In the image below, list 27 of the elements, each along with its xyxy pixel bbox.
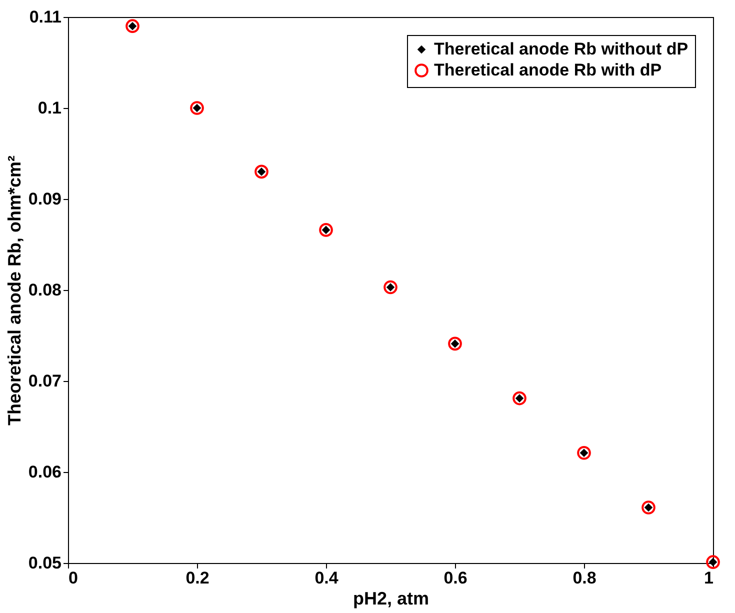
point — [642, 500, 656, 514]
point — [319, 223, 333, 237]
x-tick-label: 1 — [704, 568, 714, 588]
point — [512, 391, 526, 406]
x-tick-label: 0 — [68, 568, 78, 588]
x-axis-title: pH2, atm — [352, 588, 430, 608]
point — [190, 101, 204, 115]
point — [254, 164, 268, 179]
legend-label: Theretical anode Rb without dP — [434, 40, 688, 58]
y-tick-label: 0.06 — [28, 462, 62, 482]
point — [384, 280, 398, 294]
y-tick-label: 0.09 — [28, 190, 62, 208]
y-tick-label: 0.11 — [29, 8, 62, 26]
x-tick-label: 0.2 — [186, 568, 210, 588]
y-tick-label: 0.08 — [28, 280, 62, 300]
y-tick-label: 0.1 — [38, 98, 62, 118]
y-tick-label: 0.05 — [28, 554, 62, 572]
y-tick-label: 0.07 — [28, 372, 62, 390]
point — [126, 19, 140, 34]
x-tick-label: 0.4 — [314, 568, 339, 588]
x-tick-label: 0.6 — [444, 568, 468, 588]
point — [448, 336, 462, 351]
point — [706, 555, 720, 569]
x-tick-label: 0.8 — [572, 568, 596, 588]
legend-label: Theretical anode Rb with dP — [434, 60, 662, 80]
point — [577, 446, 591, 460]
y-axis-title: Theoretical anode Rb, ohm*cm² — [4, 155, 24, 426]
